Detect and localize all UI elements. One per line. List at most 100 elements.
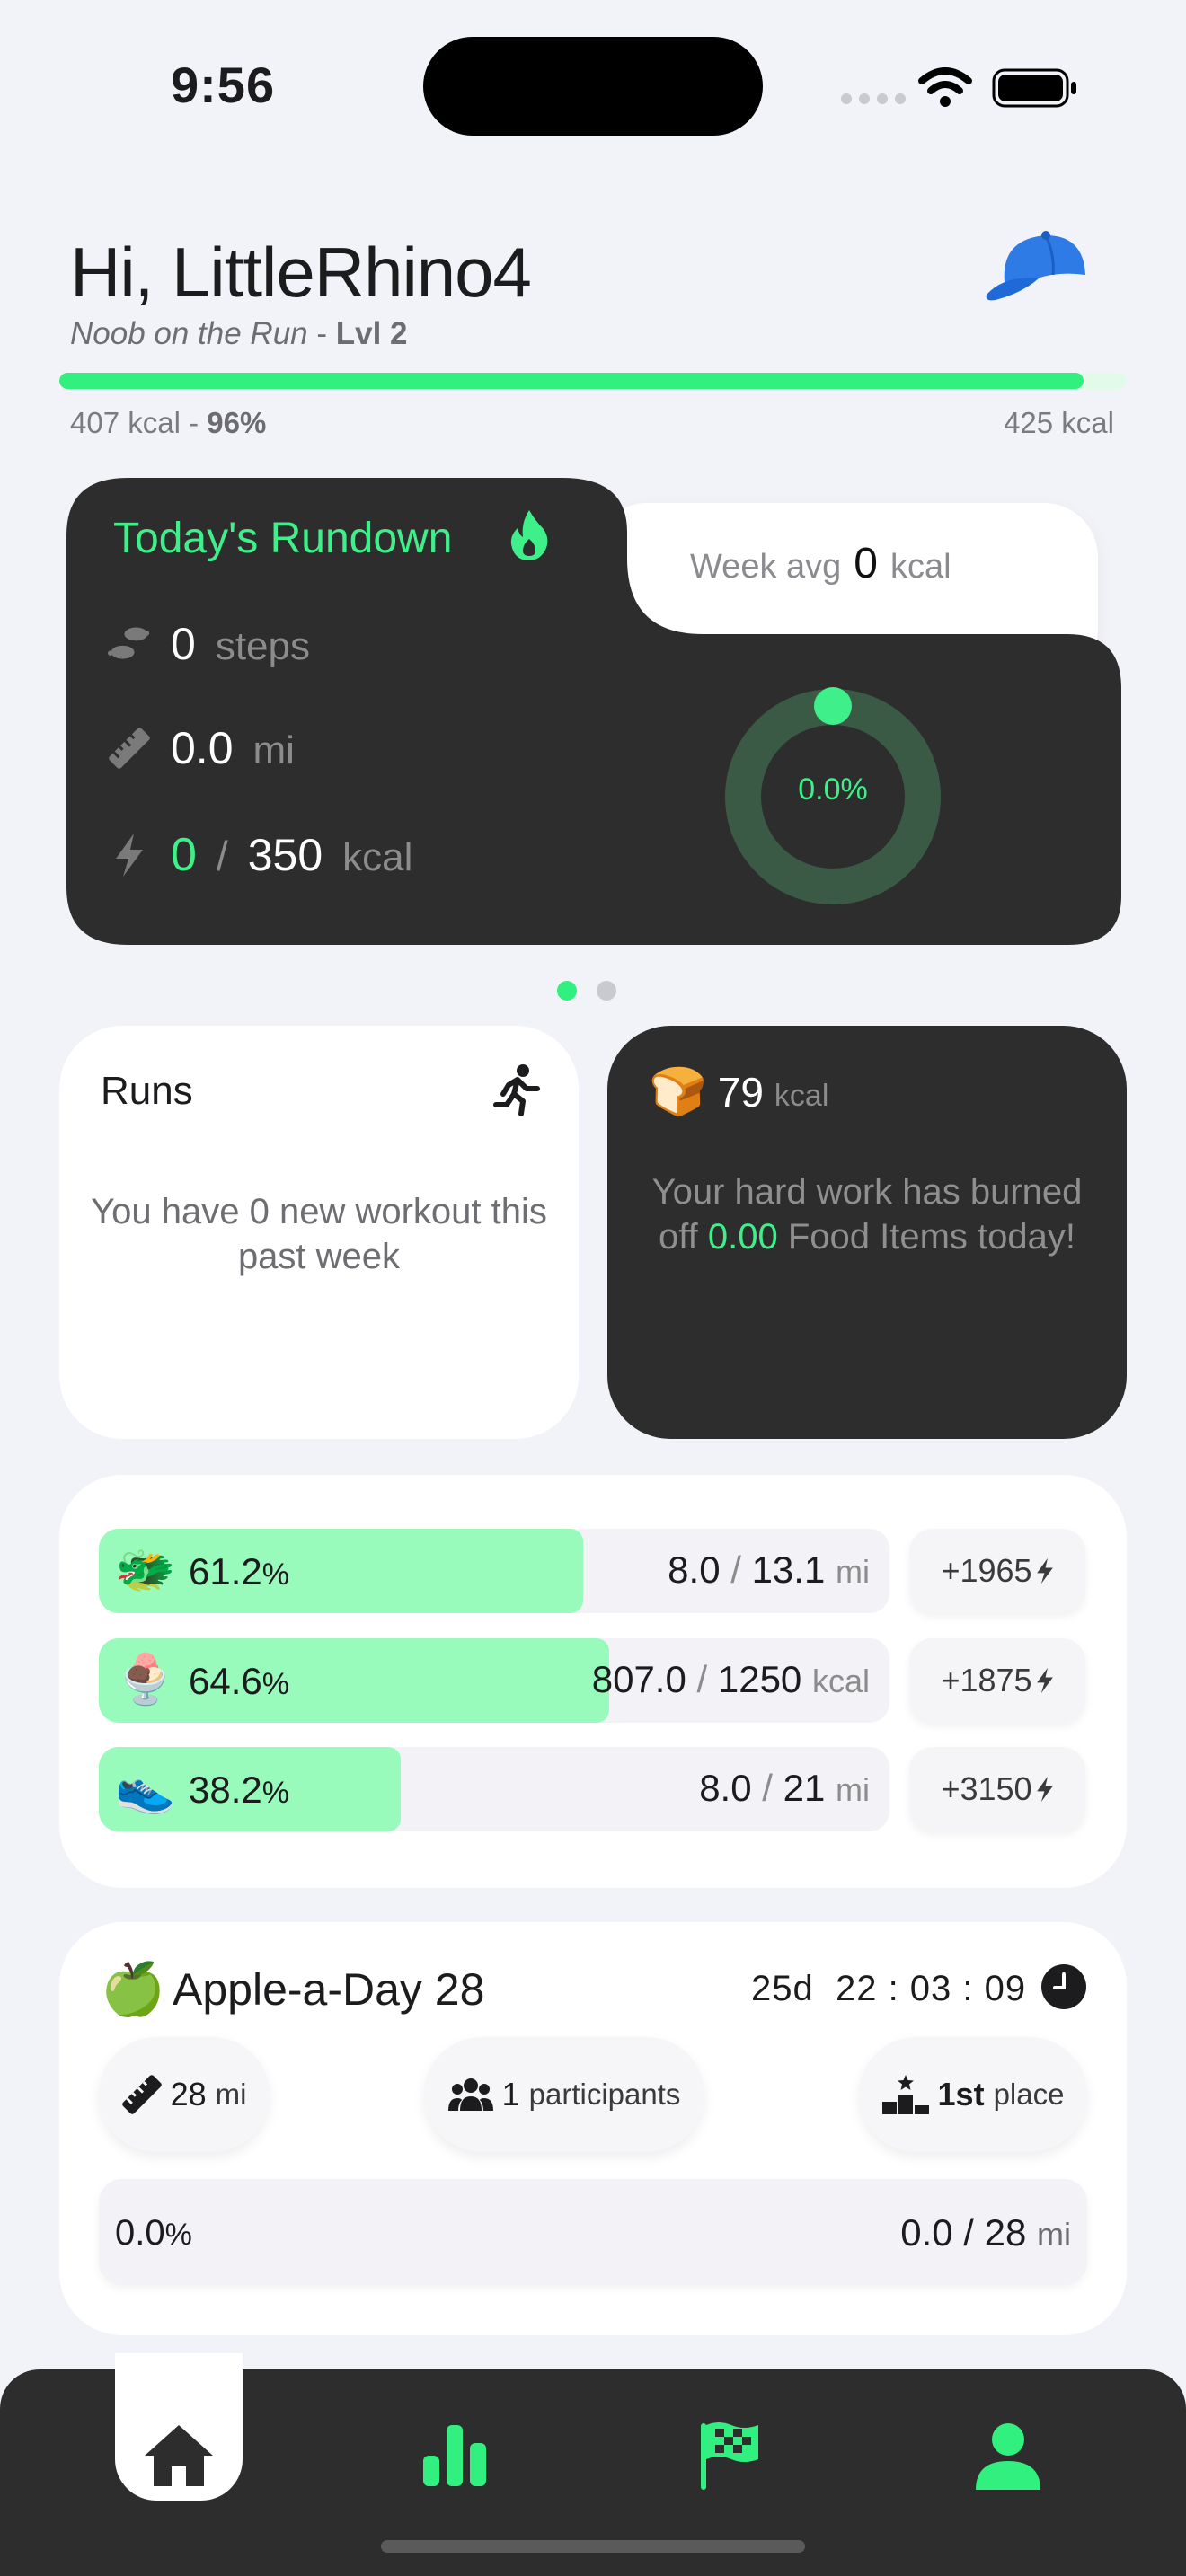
runs-card[interactable] (59, 1026, 579, 1439)
flame-icon (510, 510, 548, 560)
dragon-icon: 🐲 (115, 1543, 176, 1597)
runs-message: You have 0 new workout this past week (91, 1192, 547, 1276)
level-progress-bar (59, 373, 1127, 389)
calories-goal: 350 (247, 830, 323, 880)
goal-percent-sign: % (261, 1776, 289, 1810)
level-percent: 96% (207, 406, 267, 439)
goal-progress-row[interactable]: 🐲 61.2% 8.0 / 13.1 mi (99, 1529, 890, 1613)
steps-row: 0 steps (108, 618, 310, 670)
goal-current: 807.0 (591, 1658, 686, 1700)
level-target-kcal: 425 kcal (1004, 406, 1114, 439)
runs-title: Runs (101, 1069, 193, 1113)
page-dot-2[interactable] (597, 981, 616, 1001)
participants-icon (447, 2078, 493, 2111)
tab-profile[interactable] (963, 2411, 1053, 2501)
goal-progress-fill (99, 1529, 583, 1613)
steps-value: 0 (171, 619, 196, 669)
blue-cap-icon[interactable] (983, 228, 1091, 305)
checkered-flag-icon (701, 2422, 758, 2490)
goal-target: 1250 (717, 1658, 802, 1700)
steps-unit: steps (215, 624, 310, 668)
challenge-percent-sign: % (164, 2218, 192, 2252)
goal-bonus-badge[interactable]: +1875 (909, 1638, 1085, 1723)
dynamic-island (423, 37, 763, 136)
home-indicator (381, 2540, 805, 2553)
challenge-progress-bar (99, 2179, 1087, 2285)
challenge-countdown: 25d 22 : 03 : 09 (751, 1969, 1027, 2008)
goal-progress-row[interactable]: 🍨 64.6% 807.0 / 1250 kcal (99, 1638, 890, 1723)
week-avg-unit: kcal (890, 548, 951, 586)
week-avg-value: 0 (854, 540, 878, 587)
ruler-icon (121, 2075, 162, 2114)
placement-value: 1st (937, 2076, 985, 2113)
rank-subtitle: Noob on the Run - Lvl 2 (70, 316, 408, 352)
goal-bonus-value: +3150 (941, 1770, 1032, 1807)
week-avg-label: Week avg (690, 548, 842, 586)
calories-value: 0 (171, 829, 197, 881)
running-person-icon (493, 1064, 540, 1116)
goal-percent-value: 38.2 (189, 1769, 262, 1811)
status-time: 9:56 (171, 57, 276, 113)
food-items-value: 0.00 (707, 1217, 778, 1257)
goal-unit: mi (836, 1553, 870, 1590)
goal-percent-value: 61.2 (189, 1550, 262, 1592)
challenge-distance-pill[interactable]: 28 mi (99, 2037, 270, 2152)
calories-row: 0 / 350 kcal (108, 828, 412, 882)
goal-unit: mi (836, 1771, 870, 1808)
cellular-signal-icon (841, 93, 906, 104)
participants-pill[interactable]: 1 participants (424, 2037, 704, 2152)
distance-unit: mi (252, 728, 295, 772)
goal-bonus-value: +1965 (941, 1552, 1032, 1589)
level-separator: - (307, 316, 336, 351)
food-message-end: Food Items today! (777, 1217, 1075, 1257)
level-progress-separator: - (180, 406, 208, 439)
goal-percent-sign: % (261, 1557, 289, 1592)
rundown-title: Today's Rundown (113, 515, 453, 562)
bolt-icon (1036, 1667, 1053, 1694)
goal-percent: 64.6% (189, 1660, 289, 1703)
challenge-title: Apple-a-Day 28 (173, 1964, 485, 2015)
calories-unit: kcal (342, 835, 413, 879)
tab-home[interactable] (134, 2411, 224, 2501)
tab-challenges[interactable] (685, 2411, 774, 2501)
bar-chart-icon (423, 2425, 486, 2486)
challenge-progress-numbers: 0.0 / 28 (900, 2211, 1027, 2254)
rank-title: Noob on the Run (70, 316, 308, 351)
calories-separator: / (216, 833, 228, 879)
ruler-icon (109, 728, 150, 769)
level-progress-fill (59, 373, 1084, 389)
home-icon (145, 2425, 213, 2486)
page-dot-1[interactable] (557, 981, 577, 1001)
goal-bonus-badge[interactable]: +3150 (909, 1747, 1085, 1831)
challenge-progress-value: 0.0 / 28 mi (900, 2211, 1071, 2254)
green-apple-icon: 🍏 (101, 1960, 166, 2018)
challenge-progress-unit: mi (1037, 2216, 1071, 2253)
goal-progress-row[interactable]: 👟 38.2% 8.0 / 21 mi (99, 1747, 890, 1831)
clock-icon (1041, 1964, 1086, 2009)
carousel-page-indicator[interactable] (557, 981, 616, 1001)
todays-rundown-card[interactable] (65, 478, 1125, 950)
placement-pill[interactable]: 1st place (859, 2037, 1087, 2152)
week-average: Week avg 0 kcal (690, 539, 951, 588)
goal-progress-fill (99, 1747, 402, 1831)
goal-current: 8.0 (699, 1767, 752, 1809)
participants-unit: participants (528, 2078, 681, 2111)
footsteps-icon (108, 627, 150, 659)
goal-target: 21 (783, 1767, 826, 1809)
goal-percent-sign: % (261, 1667, 289, 1701)
distance-row: 0.0 mi (108, 722, 295, 774)
placement-unit: place (993, 2078, 1065, 2111)
bread-icon: 🍞 (649, 1066, 707, 1118)
tab-stats[interactable] (410, 2411, 500, 2501)
podium-icon (881, 2075, 929, 2114)
goal-progress-fill (99, 1638, 610, 1723)
goal-value: 807.0 / 1250 kcal (592, 1658, 870, 1701)
goal-separator: / (762, 1767, 773, 1809)
goal-bonus-badge[interactable]: +1965 (909, 1529, 1085, 1613)
food-message-start: Your hard work has burned off (651, 1172, 1083, 1257)
sneaker-icon: 👟 (115, 1761, 176, 1815)
goal-value: 8.0 / 13.1 mi (668, 1548, 870, 1592)
goal-current: 8.0 (668, 1548, 721, 1591)
food-equivalent-card[interactable] (607, 1026, 1127, 1439)
food-kcal-value: 79 (717, 1069, 764, 1116)
